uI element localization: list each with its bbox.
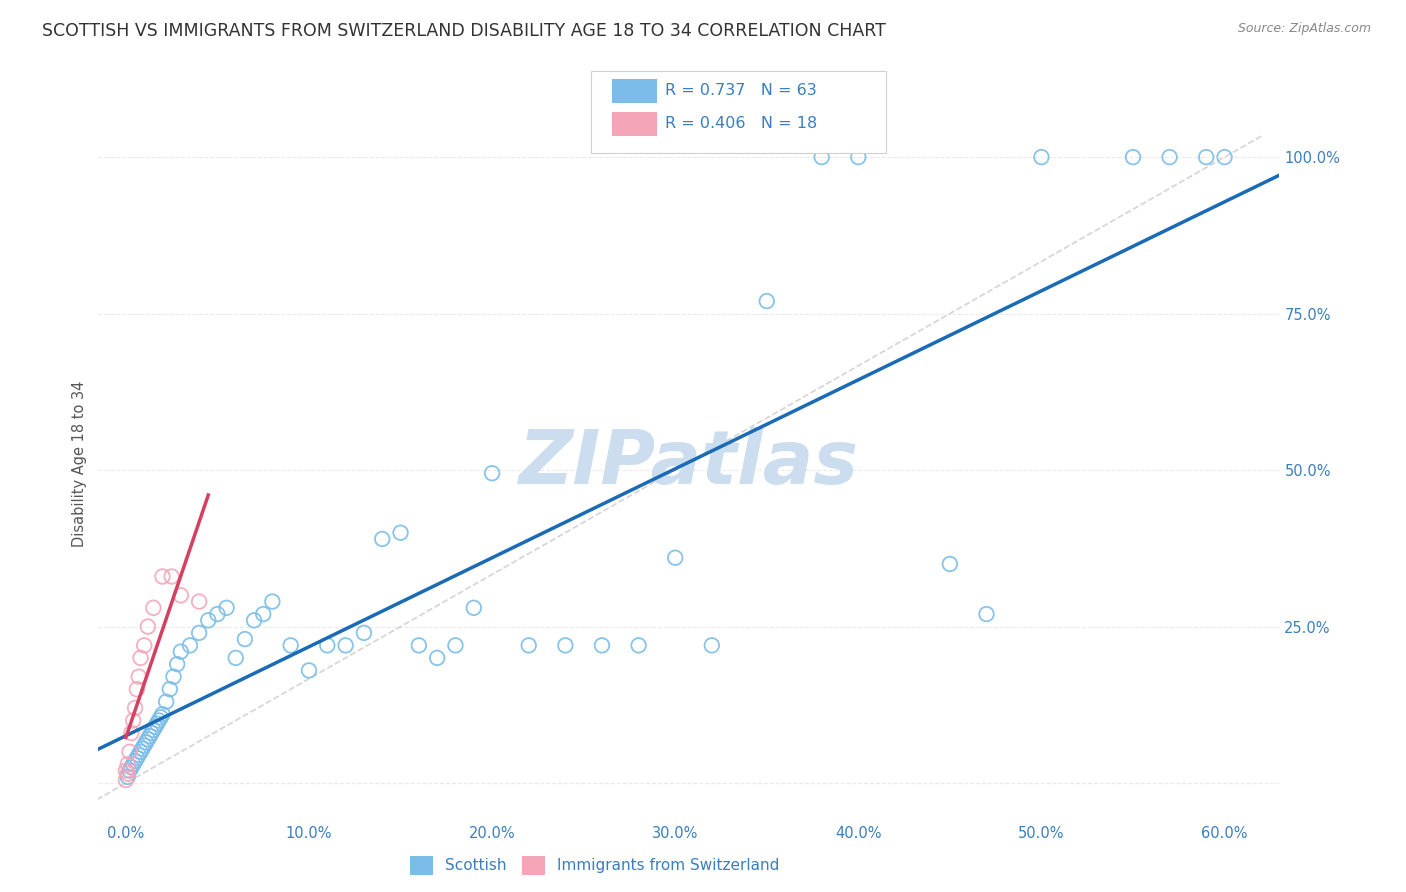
Point: [262, 594, 284, 608]
Point: [122, 714, 145, 728]
Point: [233, 632, 256, 646]
Point: [135, 735, 157, 749]
Y-axis label: Disability Age 18 to 34: Disability Age 18 to 34: [72, 381, 87, 547]
Point: [207, 607, 229, 621]
Text: ZIPatlas: ZIPatlas: [519, 427, 859, 500]
Text: R = 0.737   N = 63: R = 0.737 N = 63: [665, 84, 817, 98]
Point: [152, 707, 174, 722]
Point: [591, 639, 613, 653]
Point: [124, 754, 146, 768]
Point: [155, 695, 177, 709]
Point: [1122, 150, 1144, 164]
Text: SCOTTISH VS IMMIGRANTS FROM SWITZERLAND DISABILITY AGE 18 TO 34 CORRELATION CHAR: SCOTTISH VS IMMIGRANTS FROM SWITZERLAND …: [42, 22, 886, 40]
Point: [939, 557, 962, 571]
Point: [389, 525, 412, 540]
Point: [188, 594, 211, 608]
Point: [120, 726, 142, 740]
Point: [118, 764, 141, 778]
Point: [225, 651, 247, 665]
Point: [129, 651, 152, 665]
Point: [115, 772, 138, 787]
Point: [152, 569, 174, 583]
Point: [138, 729, 160, 743]
Point: [554, 639, 576, 653]
Point: [125, 751, 148, 765]
Point: [755, 294, 778, 309]
Point: [1195, 150, 1218, 164]
Point: [481, 467, 503, 481]
Point: [408, 639, 430, 653]
Point: [444, 639, 467, 653]
Point: [426, 651, 449, 665]
Point: [134, 639, 156, 653]
Text: R = 0.406   N = 18: R = 0.406 N = 18: [665, 117, 817, 131]
Point: [1159, 150, 1181, 164]
Text: Source: ZipAtlas.com: Source: ZipAtlas.com: [1237, 22, 1371, 36]
Point: [148, 714, 170, 728]
Point: [335, 639, 357, 653]
Legend: Scottish, Immigrants from Switzerland: Scottish, Immigrants from Switzerland: [404, 850, 786, 880]
Point: [136, 732, 159, 747]
Point: [141, 726, 163, 740]
Point: [125, 682, 148, 697]
Point: [179, 639, 201, 653]
Point: [215, 600, 238, 615]
Point: [160, 569, 183, 583]
Point: [128, 747, 150, 762]
Point: [298, 664, 321, 678]
Point: [129, 745, 152, 759]
Point: [243, 613, 266, 627]
Point: [316, 639, 339, 653]
Point: [353, 625, 375, 640]
Point: [142, 723, 165, 737]
Point: [120, 760, 142, 774]
Point: [463, 600, 485, 615]
Point: [149, 710, 172, 724]
Point: [159, 682, 181, 697]
Point: [170, 645, 193, 659]
Point: [1213, 150, 1236, 164]
Point: [122, 757, 145, 772]
Point: [117, 766, 139, 780]
Point: [117, 757, 139, 772]
Point: [136, 619, 159, 633]
Point: [134, 739, 156, 753]
Point: [517, 639, 540, 653]
Point: [197, 613, 219, 627]
Point: [131, 741, 153, 756]
Point: [371, 532, 394, 546]
Point: [124, 701, 146, 715]
Point: [117, 770, 139, 784]
Point: [810, 150, 832, 164]
Point: [143, 720, 166, 734]
Point: [188, 625, 211, 640]
Point: [142, 600, 165, 615]
Point: [128, 670, 150, 684]
Point: [976, 607, 998, 621]
Point: [846, 150, 869, 164]
Point: [664, 550, 686, 565]
Point: [252, 607, 274, 621]
Point: [280, 639, 302, 653]
Point: [162, 670, 184, 684]
Point: [1031, 150, 1053, 164]
Point: [115, 764, 138, 778]
Point: [170, 588, 193, 602]
Point: [118, 745, 141, 759]
Point: [146, 716, 169, 731]
Point: [627, 639, 650, 653]
Point: [700, 639, 723, 653]
Point: [166, 657, 188, 672]
